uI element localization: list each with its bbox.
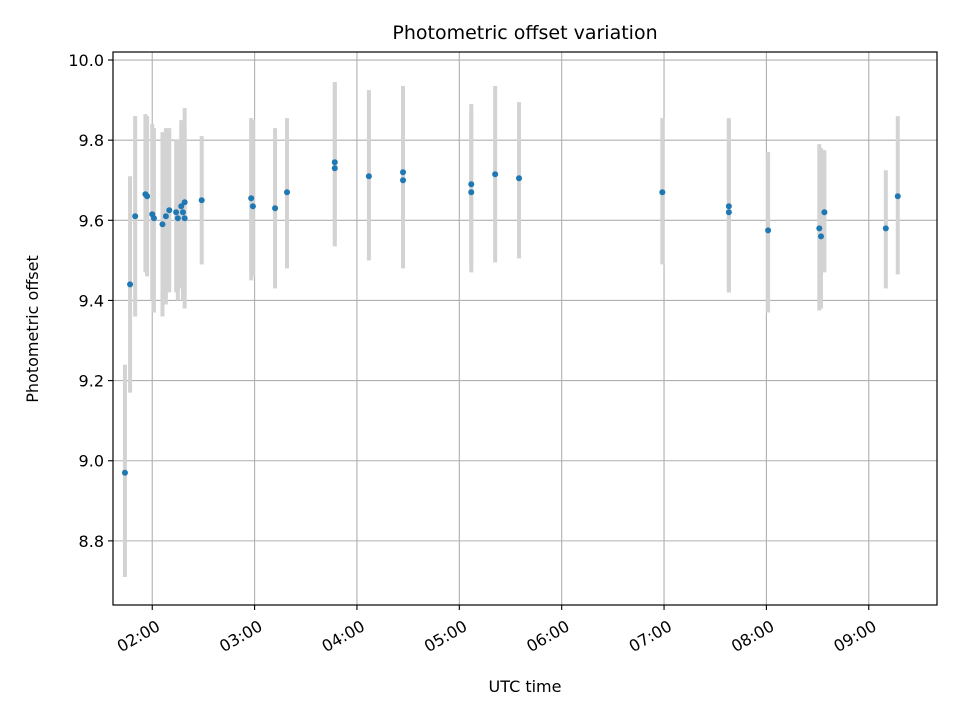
- x-axis-label: UTC time: [489, 677, 562, 696]
- data-point: [121, 469, 128, 476]
- data-point: [882, 225, 889, 232]
- data-point: [159, 221, 166, 228]
- data-point: [272, 205, 279, 212]
- data-point: [816, 225, 823, 232]
- data-point: [400, 177, 407, 184]
- data-point: [249, 203, 256, 210]
- y-tick-label: 9.8: [79, 131, 104, 150]
- data-point: [331, 165, 338, 172]
- data-point: [817, 233, 824, 240]
- data-point: [127, 281, 134, 288]
- data-point: [765, 227, 772, 234]
- y-tick-label: 9.2: [79, 372, 104, 391]
- data-point: [725, 203, 732, 210]
- data-point: [284, 189, 291, 196]
- data-point: [178, 203, 185, 210]
- data-points: [121, 159, 901, 476]
- data-point: [179, 209, 186, 216]
- data-point: [248, 195, 255, 202]
- data-point: [331, 159, 338, 166]
- data-point: [174, 215, 181, 222]
- data-point: [198, 197, 205, 204]
- data-point: [132, 213, 139, 220]
- data-point: [725, 209, 732, 216]
- data-point: [150, 215, 157, 222]
- data-point: [468, 189, 475, 196]
- data-point: [181, 215, 188, 222]
- y-tick-label: 9.6: [79, 211, 104, 230]
- data-point: [516, 175, 523, 182]
- chart-title: Photometric offset variation: [392, 22, 657, 44]
- data-point: [365, 173, 372, 180]
- y-tick-label: 10.0: [68, 51, 104, 70]
- y-axis-label: Photometric offset: [23, 255, 42, 403]
- y-tick-label: 9.0: [79, 452, 104, 471]
- data-point: [144, 193, 151, 200]
- y-tick-label: 8.8: [79, 532, 104, 551]
- data-point: [181, 199, 188, 206]
- data-point: [468, 181, 475, 188]
- plot-frame: [112, 51, 938, 606]
- data-point: [492, 171, 499, 178]
- data-point: [166, 207, 173, 214]
- data-point: [659, 189, 666, 196]
- y-axis-ticks: 8.8 9.0 9.2 9.4 9.6 9.8 10.0: [68, 51, 113, 551]
- data-point: [400, 169, 407, 176]
- y-tick-label: 9.4: [79, 291, 104, 310]
- data-point: [173, 209, 180, 216]
- data-point: [894, 193, 901, 200]
- data-point: [821, 209, 828, 216]
- data-point: [162, 213, 169, 220]
